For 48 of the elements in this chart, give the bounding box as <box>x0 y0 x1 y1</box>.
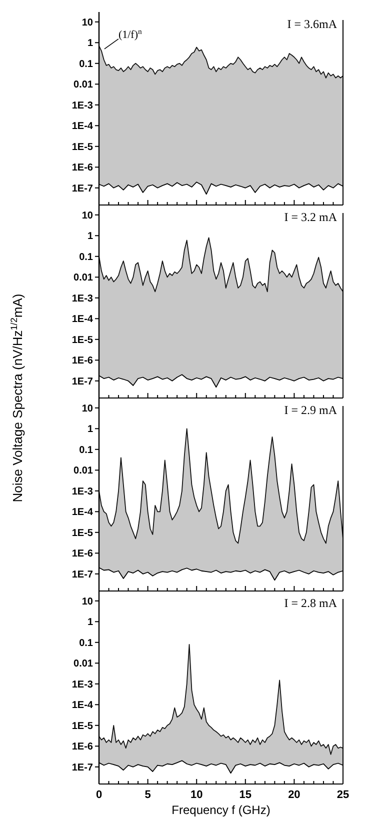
y-tick-label: 1E-3 <box>72 100 94 112</box>
y-tick-label: 1E-3 <box>72 293 94 304</box>
y-tick-label: 10 <box>82 596 94 608</box>
y-tick-label: 10 <box>82 403 94 414</box>
y-tick-label: 0.1 <box>79 444 94 456</box>
x-tick-label: 20 <box>288 789 300 801</box>
y-tick-label: 0.01 <box>74 80 94 91</box>
annotation: (1/f)$^{n}$ <box>118 26 142 41</box>
text: I = 2.8 mA <box>284 596 338 610</box>
y-tick-label: 1E-4 <box>72 314 94 326</box>
x-tick-label: 15 <box>239 789 252 801</box>
y-tick-label: 0.1 <box>79 58 94 70</box>
y-tick-label: 1E-6 <box>72 548 94 560</box>
y-tick-label: 1E-4 <box>72 700 94 712</box>
text: I = 3.6mA <box>287 17 338 31</box>
y-tick-label: 1E-5 <box>72 142 94 153</box>
y-tick-label: 0.01 <box>74 658 94 670</box>
y-tick-label: 1E-7 <box>72 376 94 388</box>
y-tick-label: 1E-4 <box>72 507 94 518</box>
y-tick-label: 1E-7 <box>72 183 94 194</box>
y-tick-label: 10 <box>82 17 94 28</box>
y-tick-label: 1 <box>87 38 94 50</box>
y-tick-label: 1E-6 <box>72 742 94 753</box>
text: I = 3.2 mA <box>284 210 338 224</box>
y-tick-label: 1E-5 <box>72 528 94 539</box>
y-tick-label: 1 <box>87 231 94 242</box>
y-tick-label: 1E-5 <box>72 334 94 346</box>
y-tick-label: 1 <box>87 617 94 628</box>
y-tick-label: 0.01 <box>74 466 94 477</box>
x-tick-label: 10 <box>190 789 203 801</box>
text: I = 2.9 mA <box>284 403 338 417</box>
y-tick-label: 1E-6 <box>72 162 94 174</box>
y-tick-label: 1E-3 <box>72 679 94 690</box>
x-axis-title: Frequency f (GHz) <box>172 803 270 817</box>
x-tick-label: 0 <box>96 789 102 801</box>
y-tick-label: 1E-6 <box>72 356 94 367</box>
y-tick-label: 1 <box>87 424 94 436</box>
y-tick-label: 10 <box>82 210 94 222</box>
y-tick-label: 1E-5 <box>72 720 94 732</box>
y-tick-label: 1E-4 <box>72 121 94 132</box>
y-tick-label: 0.1 <box>79 252 94 263</box>
y-tick-label: 0.01 <box>74 272 94 284</box>
y-tick-label: 1E-7 <box>72 569 94 580</box>
y-tick-label: 1E-7 <box>72 762 94 774</box>
x-tick-label: 5 <box>144 789 151 801</box>
y-tick-label: 1E-3 <box>72 486 94 498</box>
y-tick-label: 0.1 <box>79 638 94 649</box>
x-tick-label: 25 <box>336 789 350 801</box>
